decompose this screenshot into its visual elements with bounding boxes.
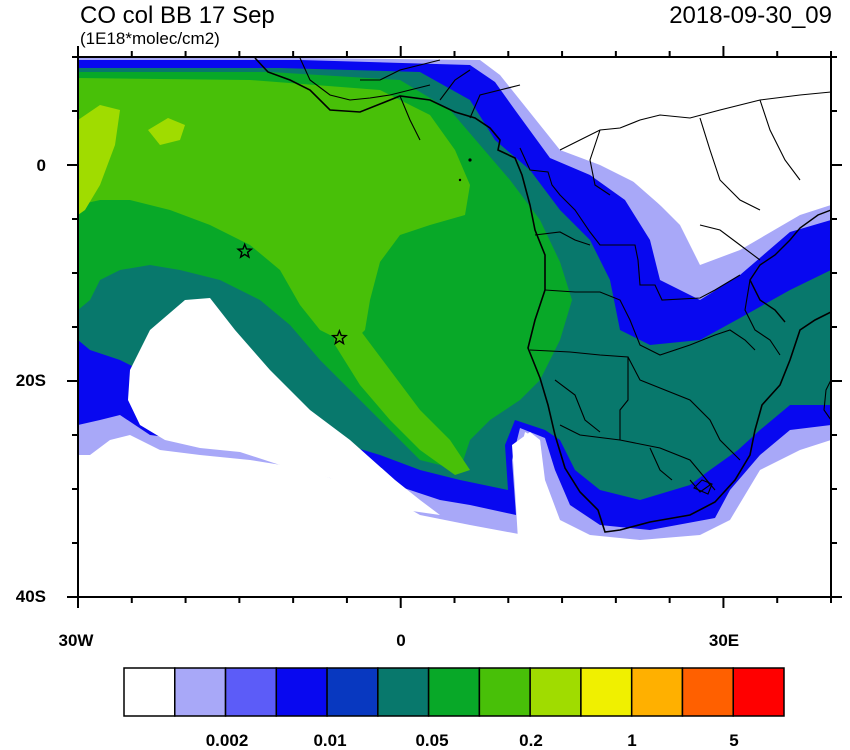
map-timestamp: 2018-09-30_09 [669,2,832,29]
star-marker [236,242,254,259]
plume-layer-lightgreen [78,78,470,345]
colorbar-swatch [732,667,785,717]
plume-layer-lightgreen-band [330,300,470,475]
map-title: CO col BB 17 Sep [80,2,275,29]
colorbar-label: 0.002 [205,731,249,750]
coastline-madagascar [823,379,831,421]
star-marker [330,328,348,346]
colorbar-label: 0.05 [415,731,449,750]
colorbar [123,667,785,717]
lon-label-30w: 30W [58,631,94,650]
colorbar-swatch [681,667,734,717]
colorbar-swatch [326,667,379,717]
coastline-east [749,209,831,323]
marker-layer [236,242,348,346]
colorbar-swatch [529,667,582,717]
lon-label-30e: 30E [708,631,740,650]
colorbar-swatch [377,667,430,717]
colorbar-label: 0.2 [519,731,543,750]
colorbar-swatch [478,667,531,717]
clean-air-region [128,298,440,515]
lon-label-0: 0 [396,631,406,650]
colorbar-label: 5 [729,731,739,750]
colorbar-swatch [580,667,633,717]
lesotho-border [693,479,713,495]
island [468,158,472,162]
plume-layer-yellowgreen [78,105,120,215]
lat-label-0: 0 [36,156,46,175]
axis-ticks [67,46,842,608]
units-label: (1E18*molec/cm2) [80,29,220,48]
colorbar-swatch [630,667,684,717]
coastline-africa [254,57,831,533]
island [458,178,462,182]
clean-air-region-3 [500,58,831,230]
colorbar-swatch [123,667,176,717]
colorbar-label: 0.01 [313,731,347,750]
colorbar-label: 1 [627,731,637,750]
colorbar-swatch [427,667,481,717]
country-borders [299,57,831,493]
plume-layer-yellowgreen-spot [148,118,185,145]
colorbar-swatch [275,667,328,717]
colorbar-swatch [174,667,227,717]
southern-clear [78,540,831,597]
lat-label-20s: 20S [15,371,46,390]
colorbar-swatch [224,667,278,717]
lat-label-40s: 40S [15,587,46,606]
